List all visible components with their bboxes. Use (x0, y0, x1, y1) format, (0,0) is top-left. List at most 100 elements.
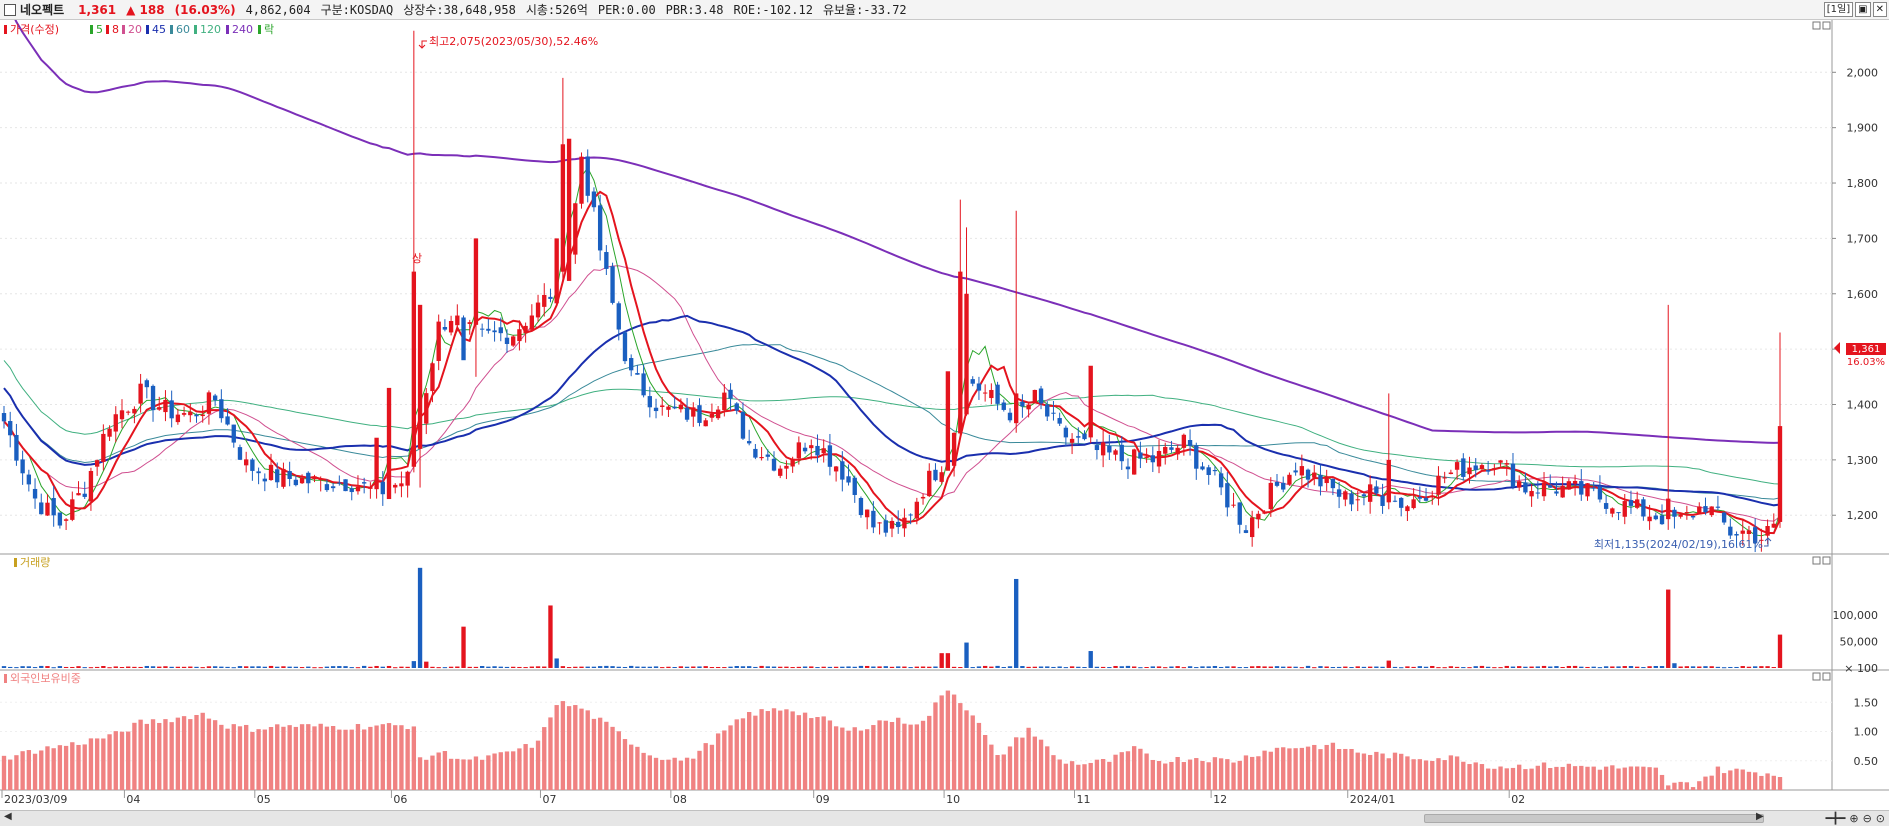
volume-bar (424, 661, 429, 668)
foreign-bar (1709, 775, 1714, 790)
candle-body (1001, 402, 1006, 410)
foreign-bar (765, 711, 770, 790)
panel-maximize-icon[interactable] (1812, 21, 1821, 30)
panel-maximize-icon[interactable] (1812, 556, 1821, 565)
volume-bar (1579, 666, 1584, 668)
foreign-bar (175, 717, 181, 790)
market-type: 구분:KOSDAQ (320, 3, 394, 17)
candle-body (635, 373, 640, 375)
volume-bar (119, 667, 125, 669)
foreign-bar (753, 715, 758, 790)
zoom-reset-icon[interactable]: ⊙ (1875, 812, 1885, 825)
foreign-bar (1082, 764, 1087, 790)
date-tick-label: 12 (1213, 793, 1227, 806)
ma240-line (14, 20, 1781, 444)
candle-body (1380, 495, 1385, 506)
pbr-value: PBR:3.48 (665, 2, 724, 17)
legend-swatch (14, 558, 17, 567)
select-checkbox[interactable] (4, 3, 16, 16)
candle-body (1728, 526, 1733, 536)
candle-body (1678, 514, 1683, 517)
foreign-bar (1659, 774, 1665, 790)
candle-body (821, 448, 826, 454)
zoom-out-icon[interactable]: ⊖ (1862, 812, 1872, 825)
volume-bar (908, 667, 913, 669)
foreign-bar (498, 752, 503, 790)
volume-bar (461, 626, 466, 668)
candle-body (163, 399, 168, 413)
candle-body (1045, 404, 1050, 417)
volume-bar (765, 666, 770, 668)
date-tick-label: 08 (673, 793, 687, 806)
zoom-in-icon[interactable]: ⊕ (1849, 812, 1859, 825)
volume-bar (1262, 666, 1267, 668)
panel-close-icon[interactable] (1822, 21, 1831, 30)
foreign-bar (1597, 769, 1603, 790)
candle-body (94, 460, 100, 467)
volume-bar (281, 666, 286, 668)
candle-body (660, 405, 665, 408)
foreign-bar (1405, 756, 1410, 790)
foreign-bar (734, 719, 739, 790)
candle-body (747, 441, 752, 444)
foreign-bar (1107, 761, 1112, 790)
panel-close-icon[interactable] (1822, 556, 1831, 565)
candle-body (1281, 482, 1286, 490)
panel-close-icon[interactable] (1822, 672, 1831, 681)
foreign-bar (1001, 754, 1006, 790)
volume-bar (1448, 666, 1454, 668)
candle-body (908, 514, 913, 516)
candle-body (703, 420, 708, 427)
foreign-bar (1324, 744, 1329, 790)
candle-body (982, 392, 988, 394)
candle-body (1405, 506, 1410, 512)
foreign-bar (660, 759, 665, 790)
candle-body (1653, 515, 1658, 520)
legend-fall: 락 (264, 23, 274, 36)
volume-bar (542, 666, 547, 668)
horizontal-scrollbar[interactable]: ◀ ▶ ━╋━ ⊕ ⊖ ⊙ (0, 810, 1889, 826)
stock-chart[interactable]: 1,2001,3001,4001,5001,6001,7001,8001,900… (0, 20, 1889, 810)
foreign-bar (1417, 759, 1423, 790)
date-tick-label: 09 (816, 793, 830, 806)
candle-body (368, 487, 373, 489)
price-tick-label: 1,200 (1847, 509, 1879, 522)
scroll-thumb[interactable] (1424, 814, 1764, 823)
volume-bar (181, 666, 187, 668)
volume-bar (492, 666, 497, 668)
legend-swatch (258, 25, 261, 34)
volume-bar (660, 667, 665, 669)
foreign-bar (374, 725, 379, 790)
candle-body (1206, 467, 1211, 476)
zoom-slider-icon[interactable]: ━╋━ (1825, 812, 1846, 825)
volume-bar (1759, 666, 1764, 668)
foreign-bar (809, 718, 814, 790)
volume-bar (32, 667, 38, 669)
candle-body (250, 459, 255, 471)
foreign-bar (1392, 752, 1398, 790)
legend-swatch (146, 25, 149, 34)
panel-maximize-icon[interactable] (1812, 672, 1821, 681)
foreign-bar (914, 724, 920, 790)
foreign-bar (871, 725, 876, 790)
volume-bar (1597, 667, 1603, 669)
period-button[interactable]: [1일] (1823, 2, 1854, 17)
foreign-bar (1697, 781, 1702, 790)
close-icon[interactable]: ✕ (1872, 2, 1887, 17)
volume-bar (1653, 666, 1658, 668)
volume-bar (318, 667, 323, 669)
candle-body (1243, 530, 1249, 533)
scroll-left-icon[interactable]: ◀ (4, 811, 12, 822)
foreign-bar (523, 744, 528, 790)
foreign-bar (26, 750, 32, 790)
scroll-right-icon[interactable]: ▶ (1756, 811, 1764, 822)
candle-body (1740, 530, 1745, 534)
volume-bar (20, 666, 25, 668)
foreign-bar (349, 729, 354, 790)
foreign-bar (573, 705, 578, 790)
volume-bar (1249, 666, 1255, 668)
maximize-icon[interactable]: ▣ (1855, 2, 1871, 17)
foreign-bar (1572, 766, 1578, 790)
candle-body (1641, 499, 1646, 517)
foreign-bar (703, 743, 708, 790)
